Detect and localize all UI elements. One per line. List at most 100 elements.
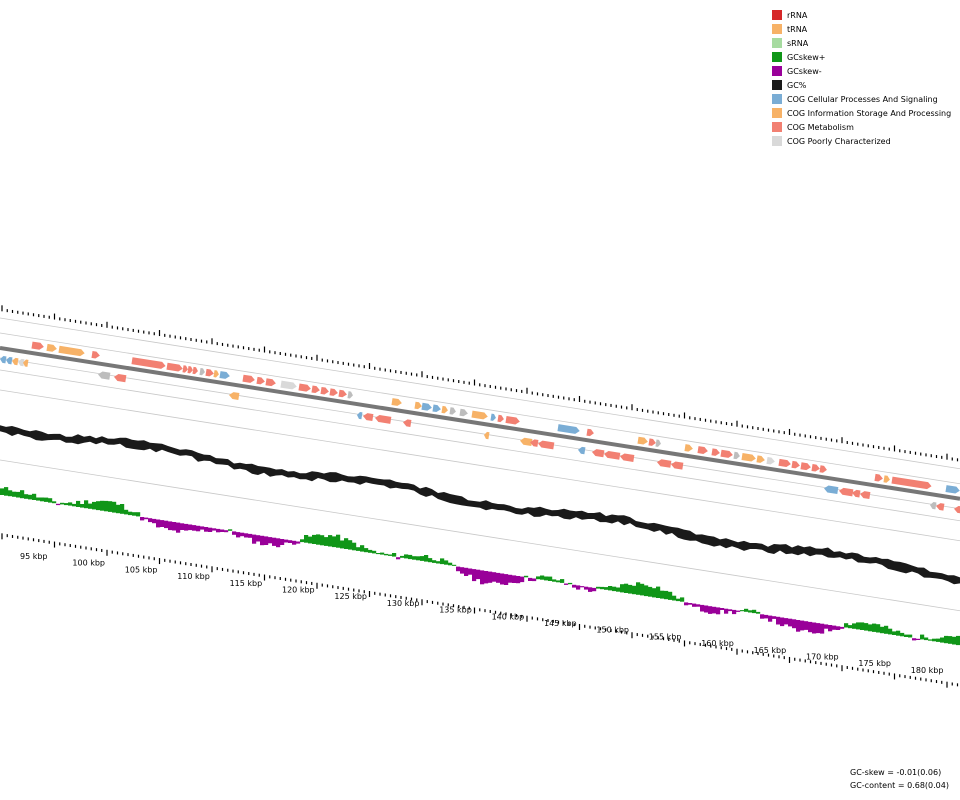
- gc-skew-positive: [444, 560, 449, 565]
- gene-arrow: [219, 371, 230, 379]
- gene-arrow: [505, 415, 520, 425]
- gc-skew-negative: [208, 527, 213, 532]
- gc-skew-negative: [276, 538, 281, 548]
- gene-arrow: [578, 446, 586, 455]
- tick-label: 155 kbp: [649, 632, 682, 641]
- gc-skew-positive: [400, 555, 405, 558]
- gc-skew-negative: [780, 617, 785, 627]
- gene-arrow: [229, 392, 240, 400]
- gene-arrow: [98, 371, 111, 380]
- gc-skew-negative: [220, 529, 225, 532]
- gene-arrow: [131, 357, 166, 369]
- gene-arrow: [711, 448, 720, 456]
- gc-skew-positive: [872, 623, 877, 632]
- gene-arrow: [778, 458, 791, 468]
- gc-skew-negative: [500, 573, 505, 585]
- gene-arrow: [839, 487, 854, 497]
- gene-arrow: [347, 391, 353, 399]
- gc-skew-negative: [396, 557, 401, 560]
- gene-arrow: [891, 476, 932, 490]
- gc-skew-positive: [128, 511, 133, 516]
- gc-skew-positive: [452, 564, 457, 566]
- gene-arrow: [256, 376, 265, 385]
- gc-skew-negative: [216, 528, 221, 533]
- gc-skew-positive: [4, 487, 9, 496]
- gc-skew-positive: [48, 498, 53, 503]
- gc-skew-positive: [856, 622, 861, 630]
- gc-skew-positive: [40, 497, 45, 502]
- gene-arrow: [403, 419, 412, 427]
- gc-skew-positive: [848, 625, 853, 629]
- gc-skew-negative: [172, 522, 177, 531]
- gcskew-plus-swatch: [772, 52, 782, 62]
- gc-skew-negative: [288, 540, 293, 543]
- gc-skew-positive: [600, 586, 605, 590]
- gc-skew-negative: [764, 614, 769, 619]
- gc-skew-positive: [104, 500, 109, 512]
- cog-poorly-swatch: [772, 136, 782, 146]
- gene-arrow: [620, 453, 635, 462]
- gc-skew-negative: [696, 604, 701, 607]
- gc-skew-negative: [476, 569, 481, 580]
- track-guide-lines: [0, 317, 960, 612]
- gc-skew-positive: [524, 575, 529, 578]
- gc-skew-negative: [828, 625, 833, 632]
- gc-skew-positive: [316, 534, 321, 545]
- gc-skew-negative: [184, 523, 189, 531]
- gc-skew-positive: [380, 552, 385, 555]
- gene-arrow: [490, 413, 496, 421]
- gc-skew-negative: [156, 519, 161, 528]
- legend-item-trna: tRNA: [772, 22, 958, 36]
- gene-arrow: [557, 424, 580, 434]
- gc-skew-positive: [852, 623, 857, 629]
- gc-skew-negative: [916, 638, 921, 640]
- gc-content-band: [0, 425, 960, 585]
- gc-skew-negative: [456, 566, 461, 572]
- gc-skew-positive: [948, 636, 953, 644]
- legend-item-cog-poorly: COG Poorly Characterized: [772, 134, 958, 148]
- gc-skew-negative: [532, 578, 537, 582]
- gc-skew-positive: [376, 553, 381, 555]
- tick-label: 110 kbp: [177, 572, 210, 581]
- gc-skew-positive: [888, 628, 893, 635]
- gc-skew-positive: [388, 554, 393, 556]
- legend-label: GC%: [787, 80, 807, 90]
- trna-swatch: [772, 24, 782, 34]
- gc-skew-negative: [728, 609, 733, 612]
- gc-skew-negative: [516, 576, 521, 584]
- gc-skew-negative: [252, 534, 257, 544]
- legend-item-gcskew-minus: GCskew-: [772, 64, 958, 78]
- gc-skew-positive: [24, 494, 29, 499]
- gc-skew-positive: [96, 501, 101, 511]
- gc-skew-positive: [372, 550, 377, 554]
- gc-skew-positive: [864, 623, 869, 631]
- gc-skew-positive: [868, 624, 873, 632]
- gc-skew-positive: [352, 542, 357, 551]
- gc-skew-negative: [284, 539, 289, 543]
- gc-skew-negative: [244, 533, 249, 538]
- gcskew-minus-swatch: [772, 66, 782, 76]
- gc-skew-positive: [360, 545, 365, 552]
- gc-skew-negative: [180, 523, 185, 530]
- gene-arrow: [586, 428, 594, 437]
- gc-skew-track: [0, 487, 960, 646]
- gc-skew-positive: [680, 597, 685, 602]
- gc-skew-positive: [412, 556, 417, 560]
- gc-skew-negative: [824, 624, 829, 629]
- gc-skew-negative: [140, 517, 145, 521]
- gc-skew-negative: [528, 577, 533, 581]
- gene-arrow: [187, 366, 193, 374]
- gc-skew-negative: [292, 540, 297, 545]
- gc-skew-negative: [816, 623, 821, 634]
- gc-skew-positive: [440, 558, 445, 565]
- gc-skew-negative: [812, 622, 817, 634]
- gc-skew-negative: [152, 518, 157, 524]
- srna-swatch: [772, 38, 782, 48]
- gc-skew-positive: [368, 549, 373, 553]
- tick-label: 105 kbp: [125, 565, 158, 574]
- guide-line: [0, 389, 960, 542]
- gc-skew-positive: [672, 595, 677, 601]
- gc-skew-negative: [724, 608, 729, 614]
- gc-skew-negative: [572, 584, 577, 588]
- gene-arrow: [265, 378, 276, 387]
